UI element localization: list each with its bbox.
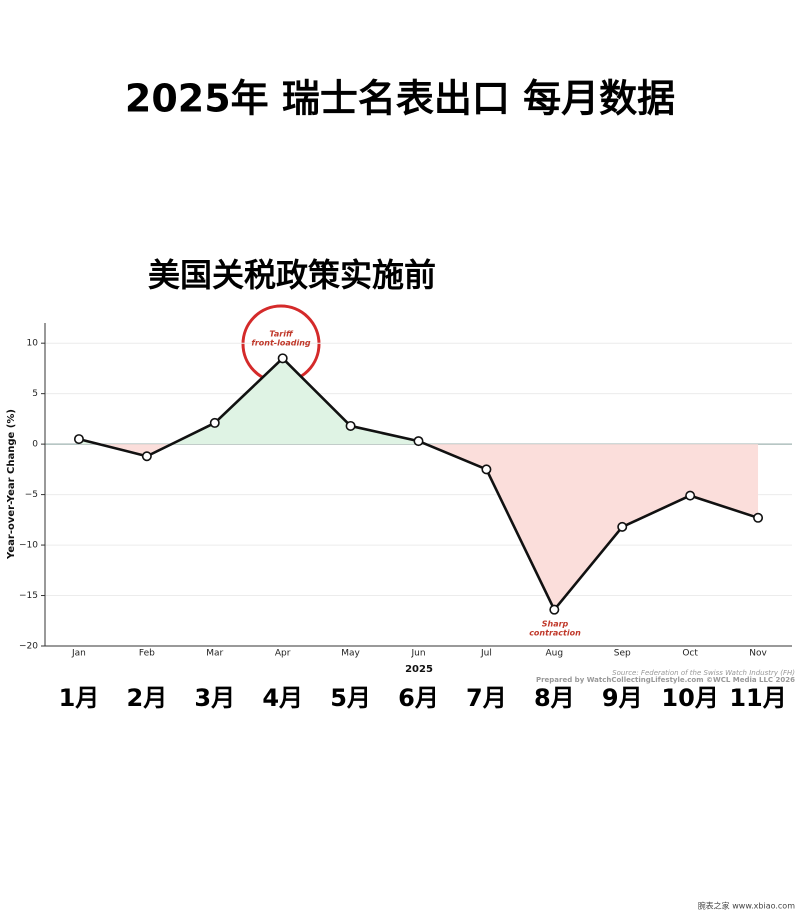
annotation: contraction: [529, 629, 581, 638]
y-axis-label: Year-over-Year Change (%): [6, 409, 17, 560]
point: [549, 604, 560, 615]
source-text: Source: Federation of the Swiss Watch In…: [612, 669, 795, 677]
annotation: Sharp: [542, 620, 569, 629]
point: [617, 521, 628, 532]
month-label: 11月: [729, 684, 786, 712]
credit-text: Prepared by WatchCollectingLifestyle.com…: [536, 676, 795, 684]
month-label: 10月: [661, 684, 718, 712]
y-tick-label: −5: [25, 490, 38, 500]
negative-area: [78, 444, 759, 610]
y-tick-label: 5: [32, 389, 38, 399]
x-tick-label: Jun: [410, 649, 425, 659]
y-tick-label: 0: [32, 440, 38, 450]
x-tick-label: Feb: [139, 649, 155, 659]
x-tick-label: May: [341, 649, 360, 659]
month-label: 5月: [330, 684, 371, 712]
month-label: 4月: [262, 684, 303, 712]
x-tick-label: Jan: [71, 649, 86, 659]
point: [413, 436, 424, 447]
point: [209, 417, 220, 428]
x-tick-label: Sep: [614, 649, 631, 659]
month-label: 9月: [602, 684, 643, 712]
month-label: 8月: [534, 684, 575, 712]
point: [685, 490, 696, 501]
x-tick-label: Oct: [682, 649, 698, 659]
x-axis-label: 2025: [405, 664, 433, 675]
watermark: 腕表之家 www.xbiao.com: [698, 901, 796, 911]
point: [73, 434, 84, 445]
point: [481, 464, 492, 475]
x-tick-label: Aug: [546, 649, 564, 659]
annotation: Tariff: [269, 330, 294, 339]
y-tick-label: 10: [27, 339, 39, 349]
chart-subtitle: 美国关税政策实施前: [148, 256, 436, 294]
point: [345, 420, 356, 431]
x-tick-label: Apr: [275, 649, 291, 659]
y-tick-label: −20: [19, 642, 38, 652]
month-label: 2月: [127, 684, 168, 712]
month-label: 3月: [194, 684, 235, 712]
x-tick-label: Nov: [749, 649, 767, 659]
positive-area: [78, 358, 759, 445]
chart-title: 2025年 瑞士名表出口 每月数据: [125, 77, 675, 121]
month-label: 1月: [59, 684, 100, 712]
month-label: 6月: [398, 684, 439, 712]
x-tick-label: Jul: [480, 649, 492, 659]
y-tick-label: −10: [19, 541, 38, 551]
month-label: 7月: [466, 684, 507, 712]
y-tick-label: −15: [19, 591, 38, 601]
annotation: front-loading: [251, 339, 311, 348]
point: [753, 512, 764, 523]
x-tick-label: Mar: [206, 649, 223, 659]
point: [277, 353, 288, 364]
point: [141, 451, 152, 462]
